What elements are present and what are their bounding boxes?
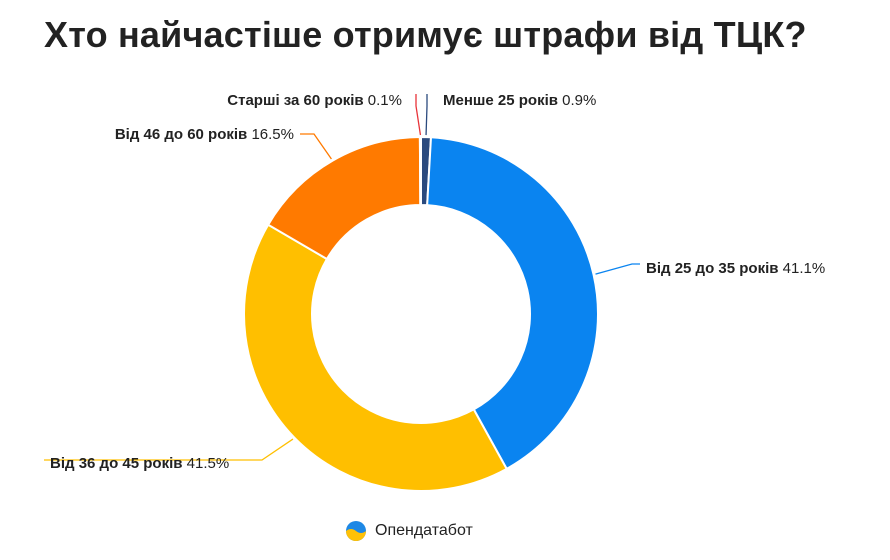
slice-label-3: Від 36 до 45 років 41.5% [50, 455, 229, 472]
slice-label-name: Від 46 до 60 років [115, 126, 252, 143]
slice-label-name: Від 25 до 35 років [646, 260, 783, 277]
slice-label-value: 16.5% [251, 126, 294, 143]
slice-label-4: Від 46 до 60 років 16.5% [115, 126, 294, 143]
slice-label-name: Від 36 до 45 років [50, 455, 187, 472]
slice-label-value: 0.9% [562, 92, 596, 109]
brand-footer: Опендатабот [345, 520, 473, 542]
slice-label-1: Менше 25 років 0.9% [443, 92, 596, 109]
leader-line-4 [300, 133, 332, 160]
donut-slice-2 [426, 136, 599, 471]
slice-label-name: Старші за 60 років [227, 92, 368, 109]
slice-label-value: 0.1% [368, 92, 402, 109]
slice-label-2: Від 25 до 35 років 41.1% [646, 260, 825, 277]
slice-label-name: Менше 25 років [443, 92, 562, 109]
leader-line-5 [415, 94, 422, 136]
leader-line-3 [44, 438, 294, 461]
donut-slice-5 [418, 135, 422, 207]
chart-title: Хто найчастіше отримує штрафи від ТЦК? [44, 14, 807, 55]
opendatabot-logo-icon [346, 521, 366, 541]
slice-label-5: Старші за 60 років 0.1% [227, 92, 402, 109]
slice-label-value: 41.5% [187, 455, 230, 472]
leader-line-1 [425, 94, 428, 136]
leader-line-2 [595, 263, 640, 275]
donut-slices [243, 135, 599, 492]
slice-label-value: 41.1% [783, 260, 826, 277]
slice-labels: Менше 25 років 0.9% Від 25 до 35 років 41… [50, 92, 825, 472]
leader-lines [44, 94, 640, 461]
donut-slice-3 [243, 223, 509, 492]
brand-name: Опендатабот [375, 522, 473, 539]
